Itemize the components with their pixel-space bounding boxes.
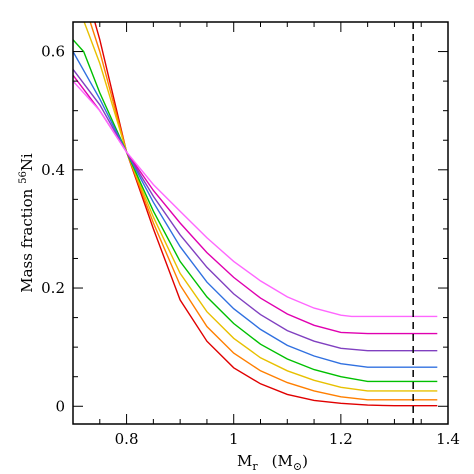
- y-tick-label: 0.4: [41, 161, 65, 179]
- x-tick-label: 1: [229, 430, 239, 448]
- y-axis-label-main: Mass fraction: [18, 184, 36, 293]
- series-line-6: [73, 68, 438, 352]
- series-line-5: [73, 51, 438, 368]
- x-axis-label-unit-close: ): [302, 452, 308, 470]
- series-line-4: [73, 39, 438, 383]
- y-axis-label-tail: Ni: [18, 153, 36, 171]
- series-line-1: [94, 22, 438, 407]
- x-axis-label: Mr (M⊙): [237, 452, 308, 473]
- series-line-7: [73, 74, 438, 335]
- series-line-3: [83, 22, 438, 392]
- plot-frame: [72, 21, 449, 425]
- x-axis-label-unit-open: (M: [272, 452, 293, 470]
- y-tick-label: 0: [55, 397, 65, 415]
- x-axis-label-main: M: [237, 452, 252, 470]
- y-axis-label-sup: 56: [18, 171, 29, 184]
- y-axis-label: Mass fraction 56Ni: [18, 153, 36, 293]
- x-tick-label: 1.4: [436, 430, 460, 448]
- x-tick-label: 0.8: [115, 430, 139, 448]
- y-tick-label: 0.2: [41, 279, 65, 297]
- series-line-8: [73, 80, 438, 318]
- x-axis-label-sub: r: [252, 460, 258, 473]
- x-tick-label: 1.2: [329, 430, 353, 448]
- x-axis-label-unit-symbol: ⊙: [293, 460, 302, 473]
- y-tick-label: 0.6: [41, 43, 65, 61]
- ticks-layer: 0.8 1 1.2 1.4 0 0.2 0.4 0.6: [41, 21, 460, 448]
- series-layer: [73, 22, 438, 407]
